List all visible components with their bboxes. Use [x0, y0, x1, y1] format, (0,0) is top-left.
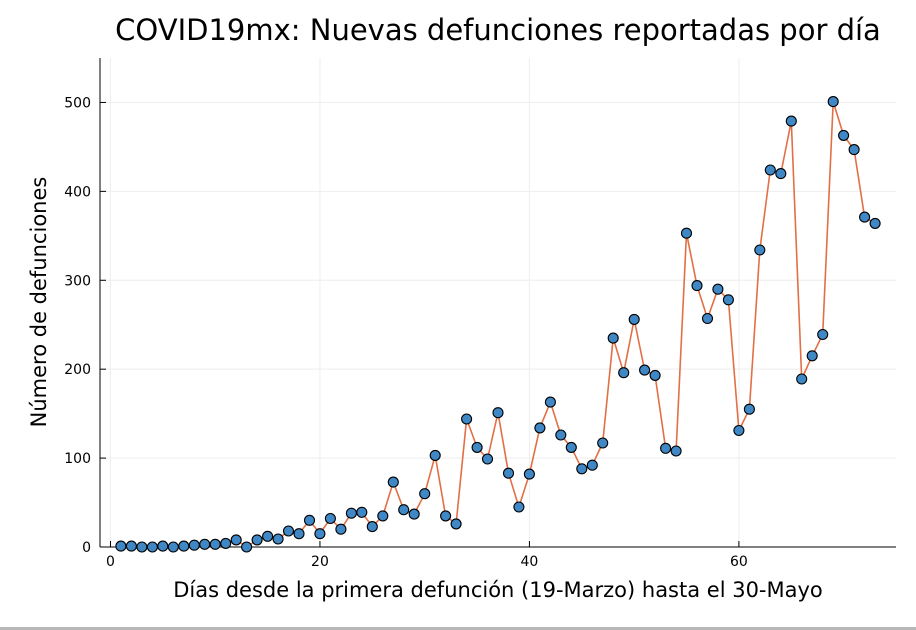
y-tick-label-0: 0	[82, 540, 91, 556]
data-point	[859, 211, 871, 223]
data-point	[869, 217, 881, 229]
x-tick-label-1: 20	[311, 554, 329, 570]
data-point	[241, 541, 253, 553]
data-point	[597, 437, 609, 449]
data-point	[754, 244, 766, 256]
data-point	[670, 445, 682, 457]
data-point	[366, 521, 378, 533]
data-point	[293, 528, 305, 540]
data-point	[660, 442, 672, 454]
data-point	[544, 396, 556, 408]
data-points	[115, 96, 881, 553]
data-point	[775, 168, 787, 180]
bottom-edge-divider	[0, 627, 916, 630]
data-point	[303, 514, 316, 526]
data-point	[639, 364, 651, 376]
data-point	[481, 453, 494, 465]
data-point	[576, 463, 588, 475]
data-point	[628, 313, 640, 325]
data-point	[764, 164, 776, 176]
data-point	[513, 501, 525, 513]
data-point	[502, 467, 515, 479]
data-point	[408, 508, 420, 520]
data-point	[649, 369, 661, 381]
y-tick-label-1: 100	[64, 451, 91, 467]
grid-lines	[100, 58, 896, 548]
data-point	[429, 449, 441, 461]
data-point	[796, 373, 808, 385]
data-point	[324, 512, 336, 525]
data-point	[586, 459, 598, 471]
data-point	[618, 367, 630, 379]
series-line	[120, 100, 876, 548]
data-point	[377, 510, 389, 522]
data-point	[722, 294, 734, 306]
chart-title: COVID19mx: Nuevas defunciones reportadas…	[115, 13, 881, 47]
y-tick-label-3: 300	[64, 273, 91, 289]
data-point	[262, 530, 274, 542]
data-point	[146, 541, 158, 553]
data-point	[848, 144, 860, 156]
data-point	[356, 506, 368, 518]
data-point	[419, 488, 431, 500]
data-point	[272, 533, 284, 545]
data-point	[691, 280, 703, 292]
y-tick-label-4: 400	[64, 184, 91, 200]
data-point	[607, 332, 619, 344]
data-point	[345, 507, 357, 519]
data-point	[230, 534, 242, 546]
data-point	[806, 350, 818, 362]
data-point	[440, 510, 452, 522]
y-tick-label-5: 500	[64, 95, 91, 111]
axis-ticks: 0 100 200 300 400 500 0 20 40 60	[64, 95, 748, 570]
data-point	[534, 422, 546, 434]
data-point	[733, 424, 745, 437]
data-point	[785, 115, 797, 127]
data-point	[461, 413, 473, 425]
data-point	[827, 96, 839, 108]
data-point	[115, 540, 127, 552]
y-tick-label-2: 200	[64, 362, 91, 378]
data-point	[157, 540, 169, 552]
data-point	[701, 312, 714, 325]
data-point	[125, 540, 137, 552]
x-axis-label: Días desde la primera defunción (19-Marz…	[173, 578, 823, 602]
data-point	[565, 441, 577, 453]
data-point	[680, 227, 693, 239]
x-tick-label-3: 60	[730, 554, 748, 570]
data-point	[282, 525, 295, 537]
series-line-group	[120, 100, 876, 548]
data-point	[387, 476, 399, 488]
data-point	[450, 518, 462, 530]
data-point	[314, 528, 326, 540]
data-point	[335, 523, 347, 535]
y-axis-label: Número de defunciones	[27, 177, 51, 428]
x-tick-label-0: 0	[106, 554, 115, 570]
data-point	[167, 541, 179, 553]
data-point	[136, 541, 148, 553]
x-tick-label-2: 40	[521, 554, 539, 570]
data-point	[743, 403, 755, 415]
data-point	[209, 538, 221, 550]
data-point	[712, 283, 724, 295]
data-point	[220, 537, 232, 549]
data-point	[471, 441, 483, 453]
data-point	[492, 407, 504, 419]
data-point	[188, 539, 200, 551]
data-point	[523, 468, 535, 480]
data-point	[199, 538, 211, 550]
data-point	[251, 534, 263, 546]
data-point	[838, 129, 850, 141]
data-point	[555, 429, 567, 441]
data-point	[398, 504, 410, 516]
data-point	[817, 328, 829, 341]
data-point	[178, 540, 190, 552]
